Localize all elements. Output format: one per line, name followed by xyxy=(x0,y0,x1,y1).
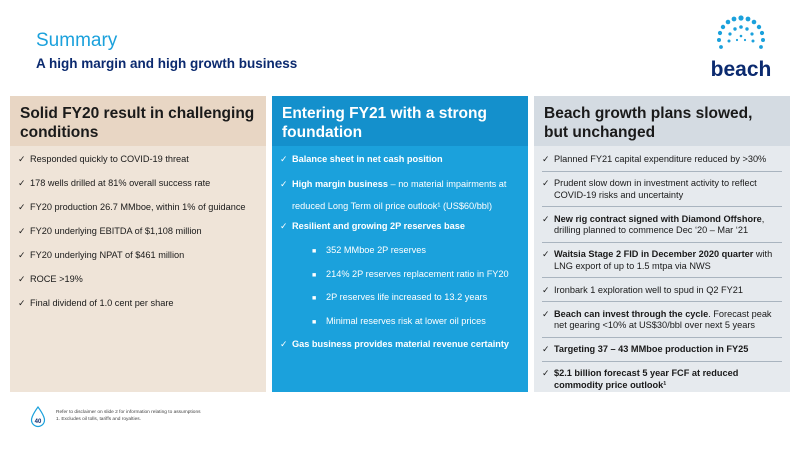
check-icon: ✓ xyxy=(542,154,550,164)
check-icon: ✓ xyxy=(280,154,288,164)
sun-burst-icon xyxy=(717,15,765,49)
page-number: 40 xyxy=(34,419,42,425)
column-fy21-foundation: Entering FY21 with a strong foundation ✓… xyxy=(272,96,528,392)
check-icon: ✓ xyxy=(18,202,26,212)
list-item: ✓ Responded quickly to COVID-19 threat xyxy=(18,154,189,164)
page-title: Summary xyxy=(36,30,118,51)
check-icon: ✓ xyxy=(542,308,550,319)
water-drop-icon xyxy=(30,406,46,428)
sub-list: ■ 352 MMboe 2P reserves ■ 214% 2P reserves… xyxy=(292,245,520,327)
check-icon: ✓ xyxy=(18,250,26,260)
check-icon: ✓ xyxy=(542,249,550,259)
check-icon: ✓ xyxy=(542,178,550,188)
check-icon: ✓ xyxy=(542,213,550,224)
check-icon: ✓ xyxy=(18,154,26,164)
check-icon: ✓ xyxy=(18,274,26,284)
list-item: ✓ Balance sheet in net cash position xyxy=(280,154,443,164)
square-bullet-icon: ■ xyxy=(312,248,317,255)
bullet-list: ✓ Balance sheet in net cash position ✓ Hig… xyxy=(272,146,528,351)
list-item: ✓ Planned FY21 capital expenditure reduce… xyxy=(542,154,782,172)
footnote-disclaimer: Refer to disclaimer on slide 2 for infor… xyxy=(56,410,201,415)
column-fy20-result: Solid FY20 result in challenging conditi… xyxy=(10,96,266,392)
list-item: ✓ FY20 underlying EBITDA of $1,108 millio… xyxy=(18,226,202,236)
list-item: ✓ FY20 production 26.7 MMboe, within 1% o… xyxy=(18,202,246,212)
logo-text: beach xyxy=(710,58,772,81)
list-item: ✓ New rig contract signed with Diamond Of… xyxy=(542,214,782,243)
list-item: ✓ Targeting 37 – 43 MMboe production in F… xyxy=(542,344,782,362)
list-item: ✓ High margin business – no material impa… xyxy=(280,173,520,217)
check-icon: ✓ xyxy=(542,284,550,295)
check-icon: ✓ xyxy=(18,178,26,188)
square-bullet-icon: ■ xyxy=(312,271,317,279)
column-heading: Entering FY21 with a strong foundation xyxy=(272,96,528,146)
list-item: ✓ 178 wells drilled at 81% overall succes… xyxy=(18,178,211,188)
list-item: ✓ Prudent slow down in investment activit… xyxy=(542,178,782,207)
list-item: ✓ Waitsia Stage 2 FID in December 2020 qu… xyxy=(542,249,782,278)
check-icon: ✓ xyxy=(280,178,288,189)
check-icon: ✓ xyxy=(280,220,288,231)
footnotes: Refer to disclaimer on slide 2 for infor… xyxy=(56,410,201,423)
beach-logo: beach xyxy=(696,10,786,90)
sub-list-item: ■ Minimal reserves risk at lower oil pric… xyxy=(312,316,520,328)
check-icon: ✓ xyxy=(542,368,550,378)
list-item: ✓ Ironbark 1 exploration well to spud in … xyxy=(542,284,782,302)
list-item: ✓ Gas business provides material revenue … xyxy=(280,339,510,349)
list-item: ✓ Final dividend of 1.0 cent per share xyxy=(18,298,174,308)
check-icon: ✓ xyxy=(18,298,26,308)
list-item: ✓ Resilient and growing 2P reserves base … xyxy=(280,221,520,328)
list-item: ✓ Beach can invest through the cycle. For… xyxy=(542,309,782,338)
column-heading: Beach growth plans slowed, but unchanged xyxy=(534,96,790,146)
bullet-list: ✓ Planned FY21 capital expenditure reduce… xyxy=(534,146,790,391)
page-subtitle: A high margin and high growth business xyxy=(36,56,298,71)
list-item: ✓ $2.1 billion forecast 5 year FCF at red… xyxy=(542,368,739,390)
list-item: ✓ FY20 underlying NPAT of $461 million xyxy=(18,250,185,260)
check-icon: ✓ xyxy=(280,339,288,349)
bullet-list: ✓ Responded quickly to COVID-19 threat ✓ 1… xyxy=(10,146,266,310)
square-bullet-icon: ■ xyxy=(312,295,317,302)
sub-list-item: ■ 214% 2P reserves replacement ratio in F… xyxy=(312,269,520,281)
column-heading: Solid FY20 result in challenging conditi… xyxy=(10,96,266,146)
footnote-1: 1. Excludes oil tolls, tariffs and royal… xyxy=(56,416,141,422)
check-icon: ✓ xyxy=(18,226,26,236)
sub-list-item: ■ 352 MMboe 2P reserves xyxy=(312,245,520,257)
sub-list-item: ■ 2P reserves life increased to 13.2 year… xyxy=(312,292,520,304)
column-growth-plans: Beach growth plans slowed, but unchanged… xyxy=(534,96,790,392)
square-bullet-icon: ■ xyxy=(312,318,317,326)
check-icon: ✓ xyxy=(542,344,550,354)
list-item: ✓ ROCE >19% xyxy=(18,274,83,284)
